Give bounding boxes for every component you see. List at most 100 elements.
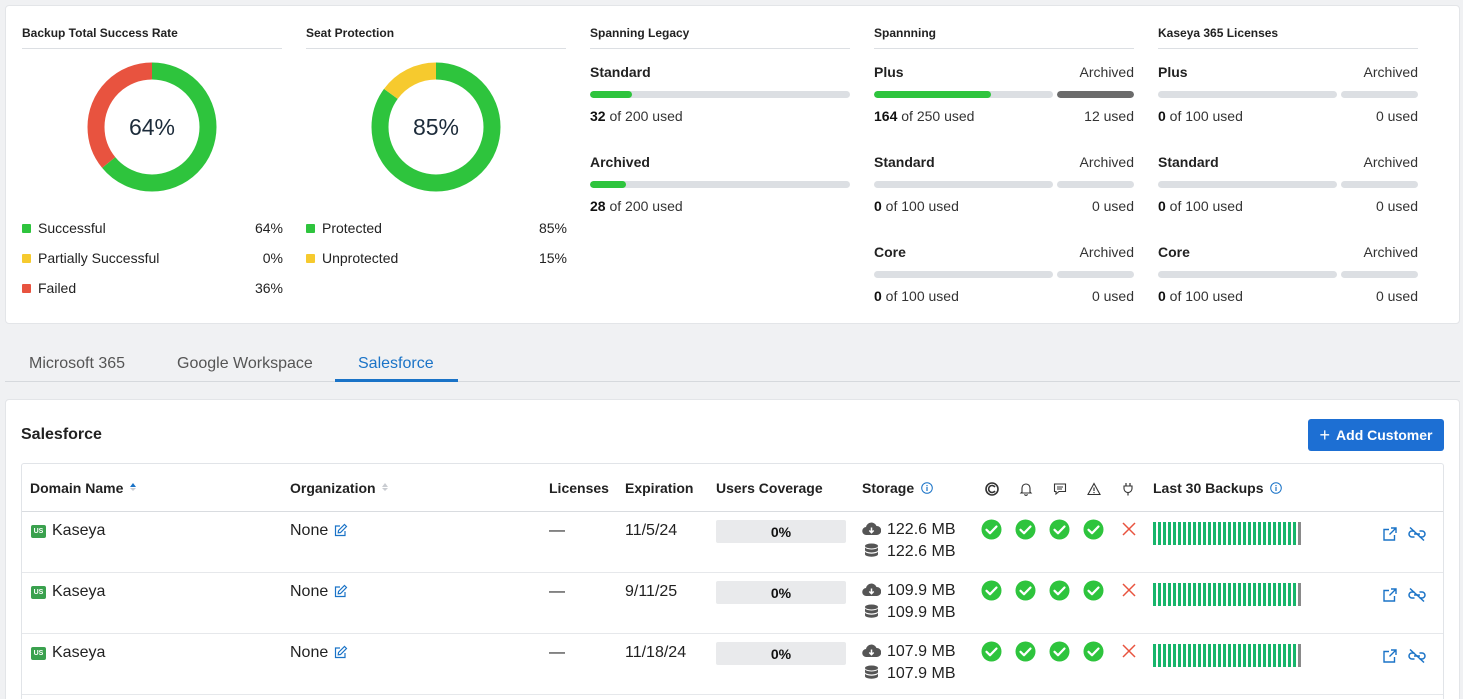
- backup-status-bar[interactable]: [1243, 583, 1246, 606]
- backup-status-bar[interactable]: [1218, 522, 1221, 545]
- domain-name[interactable]: Kaseya: [52, 644, 106, 661]
- backup-status-bar[interactable]: [1283, 583, 1286, 606]
- backup-status-bar[interactable]: [1213, 522, 1216, 545]
- backup-status-bar[interactable]: [1153, 644, 1156, 667]
- backup-status-bar[interactable]: [1203, 644, 1206, 667]
- backup-status-bar[interactable]: [1168, 583, 1171, 606]
- backup-status-bar[interactable]: [1208, 522, 1211, 545]
- sort-asc-icon[interactable]: [129, 482, 137, 492]
- backup-status-bar[interactable]: [1278, 583, 1281, 606]
- backup-status-bar[interactable]: [1193, 522, 1196, 545]
- backup-status-bar[interactable]: [1293, 644, 1296, 667]
- backup-status-bar[interactable]: [1288, 522, 1291, 545]
- backup-status-bar[interactable]: [1223, 583, 1226, 606]
- backup-status-bar[interactable]: [1298, 522, 1301, 545]
- backup-status-bar[interactable]: [1163, 583, 1166, 606]
- domain-name[interactable]: Kaseya: [52, 583, 106, 600]
- backup-status-bar[interactable]: [1183, 522, 1186, 545]
- backup-status-bar[interactable]: [1153, 522, 1156, 545]
- backup-status-bar[interactable]: [1243, 644, 1246, 667]
- header-domain-name[interactable]: Domain Name: [30, 480, 137, 496]
- backup-status-bar[interactable]: [1258, 522, 1261, 545]
- backup-status-bar[interactable]: [1163, 644, 1166, 667]
- backup-status-bar[interactable]: [1208, 644, 1211, 667]
- backup-status-bar[interactable]: [1158, 583, 1161, 606]
- backup-status-bar[interactable]: [1238, 522, 1241, 545]
- backup-status-bar[interactable]: [1173, 522, 1176, 545]
- backup-status-bar[interactable]: [1268, 522, 1271, 545]
- backup-status-bar[interactable]: [1228, 522, 1231, 545]
- domain-name[interactable]: Kaseya: [52, 522, 106, 539]
- backup-status-bar[interactable]: [1238, 644, 1241, 667]
- backup-status-bar[interactable]: [1253, 644, 1256, 667]
- unlink-icon[interactable]: [1407, 587, 1427, 603]
- backup-status-bar[interactable]: [1208, 583, 1211, 606]
- tab-salesforce[interactable]: Salesforce: [358, 355, 434, 372]
- backup-status-bar[interactable]: [1283, 522, 1286, 545]
- backup-status-bar[interactable]: [1288, 644, 1291, 667]
- backup-status-bar[interactable]: [1193, 583, 1196, 606]
- edit-icon[interactable]: [334, 645, 348, 659]
- edit-icon[interactable]: [334, 584, 348, 598]
- backup-status-bar[interactable]: [1268, 644, 1271, 667]
- backup-status-bar[interactable]: [1248, 522, 1251, 545]
- backup-status-bar[interactable]: [1263, 644, 1266, 667]
- backup-status-bar[interactable]: [1273, 522, 1276, 545]
- backup-status-bar[interactable]: [1233, 644, 1236, 667]
- backup-status-bar[interactable]: [1173, 644, 1176, 667]
- backup-status-bar[interactable]: [1233, 522, 1236, 545]
- backup-status-bar[interactable]: [1153, 583, 1156, 606]
- backup-status-bar[interactable]: [1198, 522, 1201, 545]
- backup-status-bar[interactable]: [1258, 644, 1261, 667]
- backup-status-bar[interactable]: [1168, 522, 1171, 545]
- backup-status-bar[interactable]: [1253, 583, 1256, 606]
- backup-status-bar[interactable]: [1278, 522, 1281, 545]
- header-organization[interactable]: Organization: [290, 480, 389, 496]
- backup-status-bar[interactable]: [1203, 583, 1206, 606]
- sort-icon[interactable]: [381, 482, 389, 492]
- backup-status-bar[interactable]: [1198, 583, 1201, 606]
- external-link-icon[interactable]: [1382, 526, 1398, 542]
- unlink-icon[interactable]: [1407, 648, 1427, 664]
- tab-microsoft-365[interactable]: Microsoft 365: [29, 355, 126, 372]
- backup-status-bar[interactable]: [1178, 644, 1181, 667]
- backup-status-bar[interactable]: [1188, 644, 1191, 667]
- backup-status-bar[interactable]: [1293, 583, 1296, 606]
- backup-status-bar[interactable]: [1273, 583, 1276, 606]
- backup-status-bar[interactable]: [1163, 522, 1166, 545]
- backup-status-bar[interactable]: [1298, 644, 1301, 667]
- backup-status-bar[interactable]: [1158, 644, 1161, 667]
- backup-status-bar[interactable]: [1228, 644, 1231, 667]
- backup-status-bar[interactable]: [1223, 522, 1226, 545]
- backup-status-bar[interactable]: [1183, 583, 1186, 606]
- info-icon[interactable]: [1270, 482, 1283, 494]
- backup-status-bar[interactable]: [1283, 644, 1286, 667]
- backup-status-bar[interactable]: [1293, 522, 1296, 545]
- backup-status-bar[interactable]: [1218, 583, 1221, 606]
- backup-status-bar[interactable]: [1188, 583, 1191, 606]
- external-link-icon[interactable]: [1382, 648, 1398, 664]
- backup-status-bar[interactable]: [1183, 644, 1186, 667]
- backup-status-bar[interactable]: [1258, 583, 1261, 606]
- backup-status-bar[interactable]: [1218, 644, 1221, 667]
- backup-status-bar[interactable]: [1193, 644, 1196, 667]
- backup-status-bar[interactable]: [1243, 522, 1246, 545]
- backup-status-bar[interactable]: [1263, 522, 1266, 545]
- edit-icon[interactable]: [334, 523, 348, 537]
- backup-status-bar[interactable]: [1278, 644, 1281, 667]
- external-link-icon[interactable]: [1382, 587, 1398, 603]
- backup-status-bar[interactable]: [1198, 644, 1201, 667]
- backup-status-bar[interactable]: [1263, 583, 1266, 606]
- backup-status-bar[interactable]: [1248, 583, 1251, 606]
- backup-status-bar[interactable]: [1213, 583, 1216, 606]
- backup-status-bar[interactable]: [1298, 583, 1301, 606]
- backup-status-bar[interactable]: [1223, 644, 1226, 667]
- backup-status-bar[interactable]: [1248, 644, 1251, 667]
- backup-status-bar[interactable]: [1228, 583, 1231, 606]
- backup-status-bar[interactable]: [1158, 522, 1161, 545]
- backup-status-bar[interactable]: [1168, 644, 1171, 667]
- backup-status-bar[interactable]: [1213, 644, 1216, 667]
- backup-status-bar[interactable]: [1253, 522, 1256, 545]
- backup-status-bar[interactable]: [1188, 522, 1191, 545]
- unlink-icon[interactable]: [1407, 526, 1427, 542]
